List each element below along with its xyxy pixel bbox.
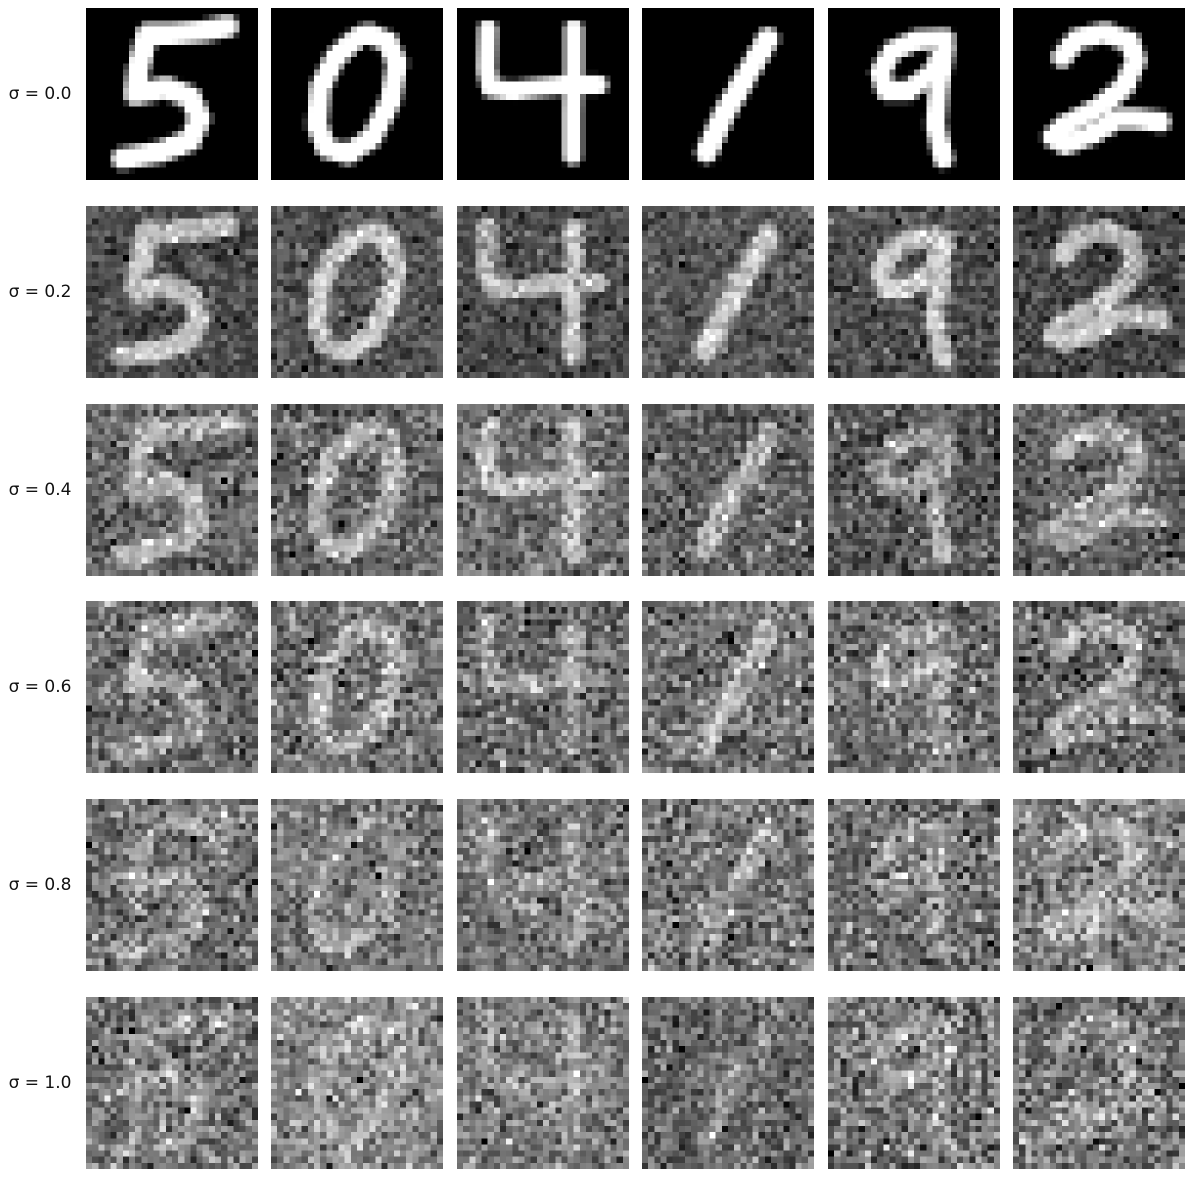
- digit-image: [86, 997, 258, 1169]
- row-label: σ = 0.8: [0, 875, 80, 895]
- digit-image: [642, 997, 814, 1169]
- digit-image: [828, 404, 1000, 576]
- digit-image: [86, 601, 258, 773]
- row-label-text: σ = 1.0: [8, 1073, 72, 1093]
- digit-image: [271, 404, 443, 576]
- digit-image: [271, 601, 443, 773]
- digit-image: [828, 997, 1000, 1169]
- row-label-text: σ = 0.6: [8, 677, 72, 697]
- digit-image: [457, 601, 629, 773]
- digit-image: [457, 206, 629, 378]
- digit-image: [828, 8, 1000, 180]
- digit-image: [1013, 601, 1185, 773]
- row-label-text: σ = 0.0: [8, 84, 72, 104]
- digit-image: [457, 799, 629, 971]
- digit-image: [1013, 206, 1185, 378]
- digit-image: [457, 8, 629, 180]
- digit-image: [457, 404, 629, 576]
- digit-image: [86, 8, 258, 180]
- digit-image: [642, 601, 814, 773]
- digit-image: [271, 997, 443, 1169]
- digit-image: [86, 799, 258, 971]
- digit-image: [828, 206, 1000, 378]
- digit-image: [1013, 8, 1185, 180]
- digit-image: [86, 404, 258, 576]
- row-label: σ = 1.0: [0, 1073, 80, 1093]
- row-label-text: σ = 0.8: [8, 875, 72, 895]
- digit-image: [86, 206, 258, 378]
- digit-image: [828, 601, 1000, 773]
- digit-image: [1013, 997, 1185, 1169]
- row-label: σ = 0.0: [0, 84, 80, 104]
- digit-image: [1013, 404, 1185, 576]
- digit-image: [271, 799, 443, 971]
- digit-image: [271, 8, 443, 180]
- row-label: σ = 0.6: [0, 677, 80, 697]
- digit-image: [642, 404, 814, 576]
- digit-image: [1013, 799, 1185, 971]
- row-label-text: σ = 0.4: [8, 480, 72, 500]
- digit-image: [642, 206, 814, 378]
- row-label-text: σ = 0.2: [8, 282, 72, 302]
- digit-image: [271, 206, 443, 378]
- digit-image: [642, 799, 814, 971]
- digit-image: [457, 997, 629, 1169]
- digit-image: [828, 799, 1000, 971]
- row-label: σ = 0.2: [0, 282, 80, 302]
- digit-image: [642, 8, 814, 180]
- row-label: σ = 0.4: [0, 480, 80, 500]
